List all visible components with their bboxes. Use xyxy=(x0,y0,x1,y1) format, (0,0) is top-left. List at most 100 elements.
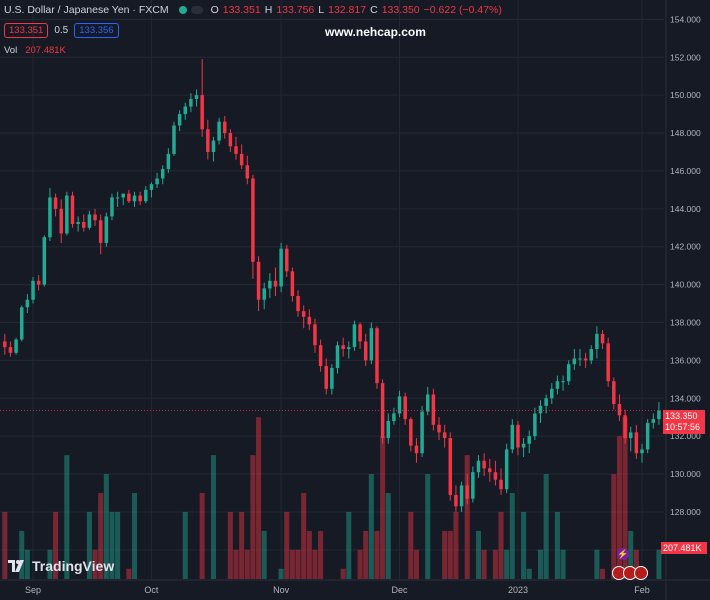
volume-bar xyxy=(340,568,346,579)
candle-body xyxy=(31,280,35,300)
last-price-label: 133.350 10:57:56 xyxy=(663,410,705,434)
candle-body xyxy=(465,485,469,499)
candle-body xyxy=(425,394,430,412)
lightning-icon[interactable]: ⚡ xyxy=(617,548,629,560)
volume-bar xyxy=(492,549,498,579)
candle-body xyxy=(499,479,503,490)
tradingview-logo[interactable]: TradingView xyxy=(8,558,114,574)
volume-bar xyxy=(318,530,324,579)
candlesticks xyxy=(3,59,661,512)
candle-body xyxy=(217,121,221,141)
price-tick-label: 138.000 xyxy=(670,317,701,327)
volume-bar xyxy=(504,549,510,579)
volume-bar xyxy=(98,493,104,579)
volume-bar xyxy=(464,455,470,579)
volume-bar xyxy=(244,549,250,579)
time-axis[interactable]: SepOctNovDec2023FebMarApr xyxy=(25,585,710,595)
sell-button[interactable]: 133.351 xyxy=(4,23,49,38)
candle-body xyxy=(454,494,458,507)
volume-bar xyxy=(447,530,453,579)
candle-body xyxy=(273,280,278,287)
candle-body xyxy=(285,248,289,272)
volume-bar xyxy=(346,511,352,579)
volume-bar xyxy=(385,493,391,579)
candle-body xyxy=(324,366,328,389)
candle-body xyxy=(335,345,340,368)
price-tick-label: 132.000 xyxy=(670,431,701,441)
candle-body xyxy=(183,106,188,115)
volume-bar xyxy=(256,417,262,579)
spread-value: 0.5 xyxy=(54,25,69,36)
candle-body xyxy=(132,195,137,202)
open-label: O xyxy=(210,4,219,16)
volume-legend: Vol 207.481K xyxy=(4,45,66,56)
volume-bar xyxy=(656,549,662,579)
candle-body xyxy=(268,280,272,289)
volume-bar xyxy=(628,530,634,579)
time-tick-label: Oct xyxy=(144,585,159,595)
candle-body xyxy=(600,333,605,344)
volume-bar xyxy=(560,549,566,579)
volume-bar xyxy=(227,511,233,579)
volume-bar xyxy=(289,549,295,579)
candle-body xyxy=(228,133,233,147)
candle-body xyxy=(561,381,565,383)
volume-bar xyxy=(543,474,549,579)
candle-body xyxy=(386,421,391,439)
symbol-title[interactable]: U.S. Dollar / Japanese Yen · FXCM xyxy=(4,4,169,16)
volume-bar xyxy=(115,511,121,579)
candle-body xyxy=(211,140,216,152)
candle-body xyxy=(115,197,120,199)
close-label: C xyxy=(370,4,378,16)
volume-bar xyxy=(442,530,448,579)
volume-bar xyxy=(498,511,504,579)
volume-bar xyxy=(210,455,216,579)
last-price-value: 133.350 xyxy=(665,411,698,421)
volume-bar xyxy=(261,530,267,579)
volume-bars xyxy=(2,417,662,579)
candle-body xyxy=(380,383,385,439)
candle-body xyxy=(121,193,125,198)
volume-bar xyxy=(368,474,374,579)
candle-body xyxy=(375,328,379,384)
candle-body xyxy=(206,129,210,152)
candle-body xyxy=(313,324,317,346)
candle-body xyxy=(414,445,419,454)
volume-bar xyxy=(622,417,628,579)
price-tick-label: 150.000 xyxy=(670,90,701,100)
candle-body xyxy=(358,324,362,342)
volume-bar xyxy=(594,549,600,579)
candle-body xyxy=(239,153,244,166)
candle-body xyxy=(172,125,176,154)
candle-body xyxy=(245,165,250,179)
candle-body xyxy=(521,443,526,448)
volume-bar xyxy=(380,436,386,579)
volume-bar xyxy=(509,493,515,579)
close-value: 133.350 xyxy=(381,4,420,16)
candle-body xyxy=(431,394,436,425)
price-tick-label: 128.000 xyxy=(670,507,701,517)
candle-body xyxy=(82,222,86,228)
candle-body xyxy=(200,95,204,130)
candle-body xyxy=(279,248,283,287)
volume-label[interactable]: Vol xyxy=(4,45,18,56)
volume-bar xyxy=(64,455,70,579)
events-flags[interactable] xyxy=(612,566,648,580)
candle-body xyxy=(144,189,148,202)
candle-body xyxy=(538,405,543,414)
volume-bar xyxy=(2,511,8,579)
volume-bar xyxy=(47,549,53,579)
price-axis[interactable]: 126.000128.000130.000132.000134.000136.0… xyxy=(670,14,701,554)
candle-body xyxy=(251,178,255,262)
toggle-icon[interactable] xyxy=(190,6,203,14)
buy-button[interactable]: 133.356 xyxy=(74,23,119,38)
us-flag-icon[interactable] xyxy=(634,566,648,580)
candle-body xyxy=(555,381,560,389)
candle-body xyxy=(403,396,407,420)
candle-body xyxy=(459,485,464,507)
candle-body xyxy=(634,432,639,454)
volume-bar xyxy=(526,568,532,579)
volume-bar xyxy=(408,511,414,579)
time-tick-label: Dec xyxy=(392,585,409,595)
